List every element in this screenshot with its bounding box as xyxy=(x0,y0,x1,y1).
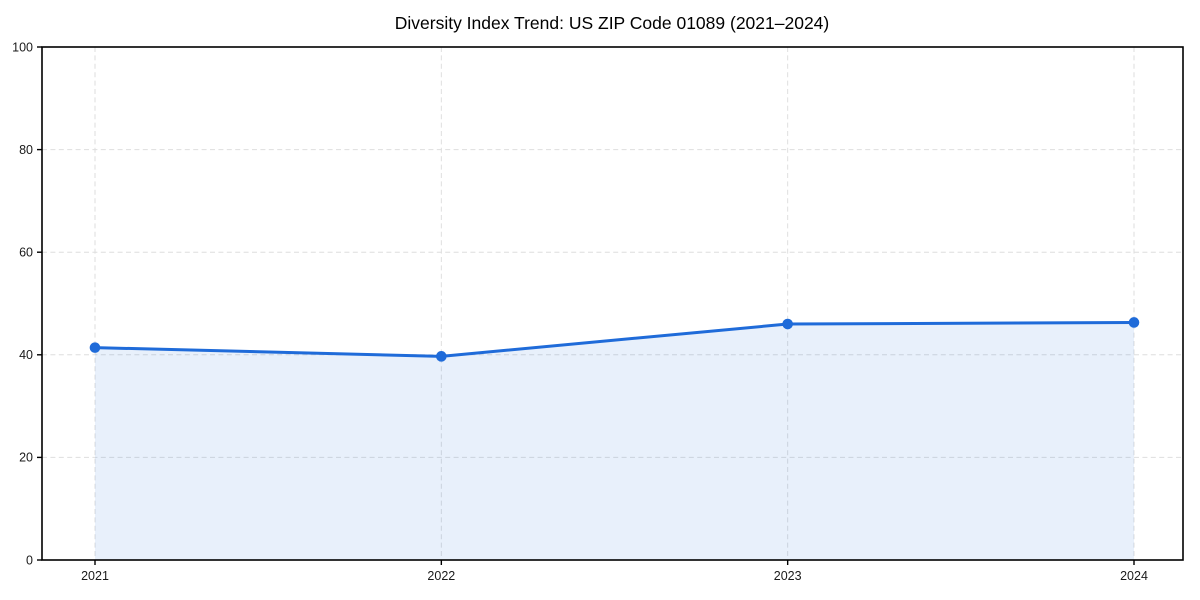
axis-tick-layer: 0 20 40 60 80 100 2021 2022 2023 2024 xyxy=(12,40,1148,583)
area-fill-layer xyxy=(95,322,1134,560)
data-point xyxy=(436,351,447,362)
series-line-layer xyxy=(93,320,1136,358)
y-tick-label: 100 xyxy=(12,40,33,54)
series-line xyxy=(93,320,1136,358)
data-point xyxy=(1128,317,1140,328)
x-tick-label: 2024 xyxy=(1120,569,1148,583)
x-tick-label: 2023 xyxy=(774,569,802,583)
series-area-fill xyxy=(95,322,1134,560)
grid-layer xyxy=(42,47,1183,560)
y-tick-label: 20 xyxy=(19,451,33,465)
x-tick-label: 2021 xyxy=(81,569,109,583)
x-tick-label: 2022 xyxy=(427,569,455,583)
data-point xyxy=(89,342,101,353)
data-point xyxy=(782,318,793,330)
chart-title: Diversity Index Trend: US ZIP Code 01089… xyxy=(395,13,830,33)
y-tick-label: 60 xyxy=(19,246,33,260)
data-point-layer xyxy=(89,317,1140,362)
y-tick-label: 0 xyxy=(26,553,33,567)
y-tick-label: 40 xyxy=(19,348,33,362)
y-tick-label: 80 xyxy=(19,143,33,157)
plot-frame xyxy=(41,46,1184,561)
